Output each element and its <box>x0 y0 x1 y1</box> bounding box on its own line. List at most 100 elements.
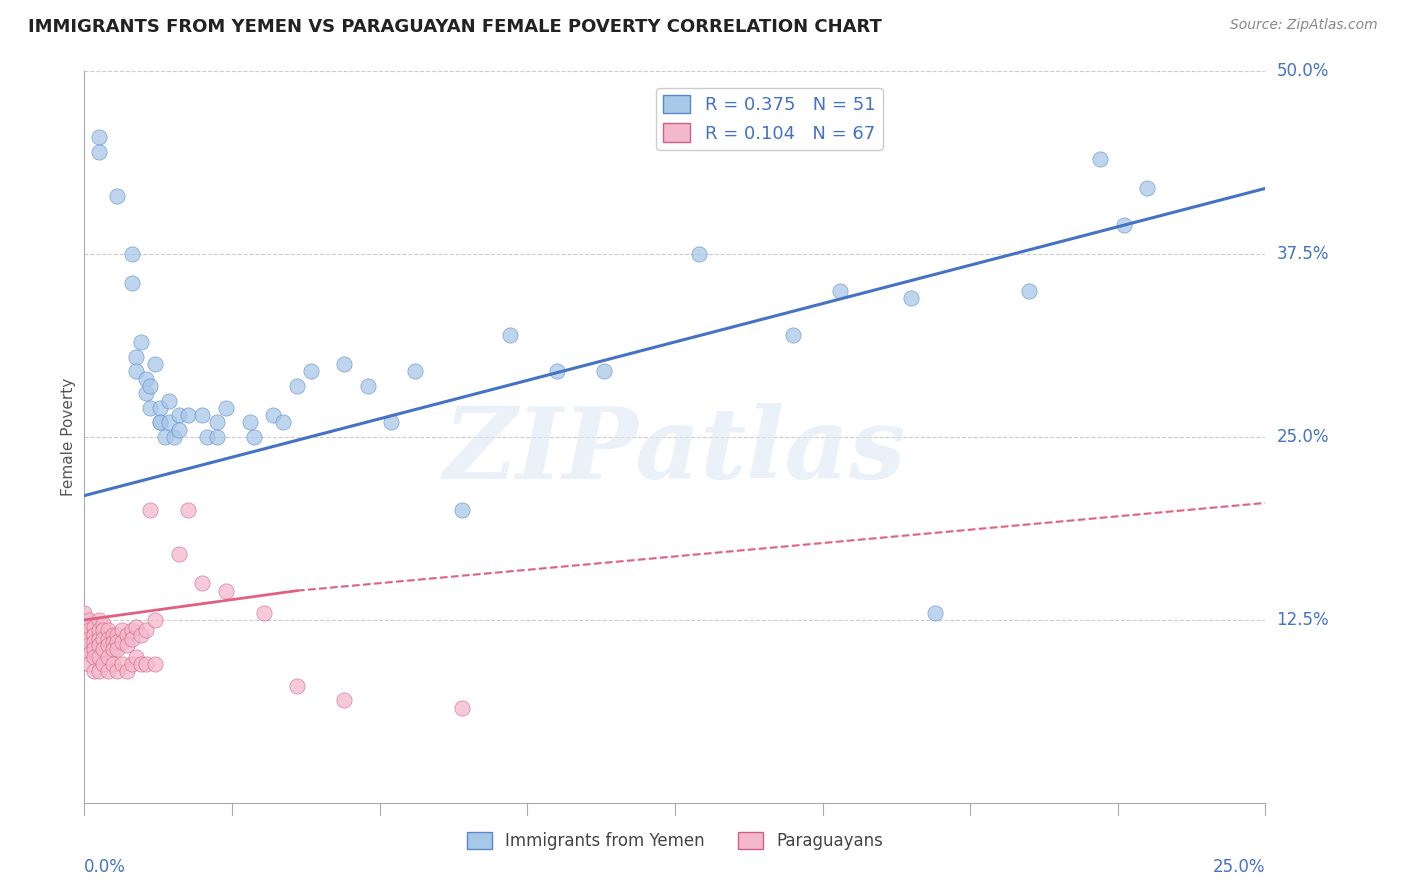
Point <box>163 430 186 444</box>
Text: ZIPatlas: ZIPatlas <box>444 403 905 500</box>
Point <box>205 416 228 430</box>
Point <box>157 393 180 408</box>
Point <box>135 371 157 385</box>
Point <box>121 632 143 646</box>
Point <box>87 649 110 664</box>
Point <box>101 635 124 649</box>
Point <box>153 430 176 444</box>
Point <box>830 284 852 298</box>
Point <box>243 430 266 444</box>
Point <box>121 247 143 261</box>
Point <box>782 327 804 342</box>
Point <box>205 430 228 444</box>
Text: 0.0%: 0.0% <box>84 858 127 876</box>
Point <box>101 627 124 641</box>
Point <box>107 627 129 641</box>
Point <box>83 664 105 678</box>
Point <box>101 642 124 657</box>
Point <box>107 635 129 649</box>
Point <box>593 364 616 378</box>
Point <box>107 664 129 678</box>
Point <box>253 606 276 620</box>
Point <box>215 401 238 415</box>
Point <box>97 664 120 678</box>
Point <box>111 623 134 637</box>
Text: 25.0%: 25.0% <box>1277 428 1329 446</box>
Point <box>115 664 138 678</box>
Point <box>157 416 180 430</box>
Point <box>135 657 157 671</box>
Point <box>135 623 157 637</box>
Point <box>77 613 100 627</box>
Point <box>87 130 110 145</box>
Point <box>191 576 214 591</box>
Point <box>285 379 308 393</box>
Point <box>333 357 356 371</box>
Point <box>125 350 148 364</box>
Point <box>139 379 162 393</box>
Point <box>87 664 110 678</box>
Point <box>87 638 110 652</box>
Point <box>688 247 710 261</box>
Point <box>167 408 190 422</box>
Point <box>404 364 426 378</box>
Point <box>77 638 100 652</box>
Point <box>73 606 96 620</box>
Point <box>73 627 96 641</box>
Point <box>215 583 238 598</box>
Point <box>135 386 157 401</box>
Point <box>177 503 200 517</box>
Point <box>115 627 138 641</box>
Point <box>149 416 172 430</box>
Point <box>91 632 114 646</box>
Point <box>121 277 143 291</box>
Point <box>87 623 110 637</box>
Point <box>73 620 96 634</box>
Point <box>1018 284 1040 298</box>
Point <box>77 647 100 661</box>
Point <box>285 679 308 693</box>
Legend: Immigrants from Yemen, Paraguayans: Immigrants from Yemen, Paraguayans <box>460 825 890 856</box>
Point <box>191 408 214 422</box>
Point <box>498 327 520 342</box>
Point <box>149 401 172 415</box>
Text: IMMIGRANTS FROM YEMEN VS PARAGUAYAN FEMALE POVERTY CORRELATION CHART: IMMIGRANTS FROM YEMEN VS PARAGUAYAN FEMA… <box>28 18 882 36</box>
Point <box>91 657 114 671</box>
Point <box>333 693 356 707</box>
Point <box>143 613 166 627</box>
Point <box>83 635 105 649</box>
Point <box>83 649 105 664</box>
Point <box>167 423 190 437</box>
Point <box>73 642 96 657</box>
Point <box>1088 152 1111 166</box>
Point <box>91 623 114 637</box>
Point <box>97 623 120 637</box>
Point <box>149 416 172 430</box>
Point <box>87 613 110 627</box>
Point <box>97 638 120 652</box>
Point <box>87 145 110 159</box>
Point <box>91 642 114 657</box>
Point <box>101 657 124 671</box>
Point <box>239 416 262 430</box>
Point <box>125 364 148 378</box>
Point <box>357 379 380 393</box>
Point <box>924 606 946 620</box>
Point <box>262 408 284 422</box>
Text: 25.0%: 25.0% <box>1213 858 1265 876</box>
Point <box>129 657 152 671</box>
Point <box>83 642 105 657</box>
Point <box>139 401 162 415</box>
Point <box>97 649 120 664</box>
Point <box>121 623 143 637</box>
Point <box>73 635 96 649</box>
Point <box>77 623 100 637</box>
Y-axis label: Female Poverty: Female Poverty <box>60 378 76 496</box>
Point <box>451 503 474 517</box>
Point <box>87 632 110 646</box>
Point <box>451 700 474 714</box>
Text: 37.5%: 37.5% <box>1277 245 1329 263</box>
Point <box>115 638 138 652</box>
Point <box>177 408 200 422</box>
Point <box>83 620 105 634</box>
